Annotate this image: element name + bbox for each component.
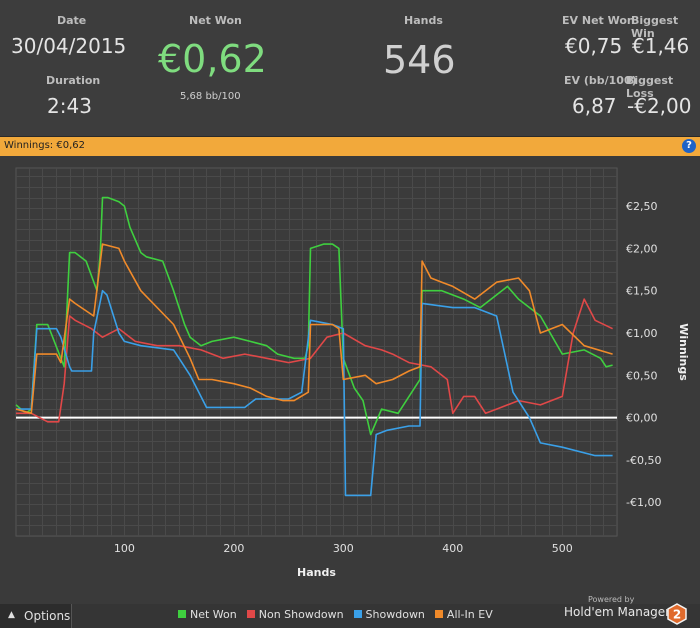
y-tick-label: €2,50	[626, 200, 658, 213]
series-line-all-in-ev	[15, 243, 613, 415]
y-tick-label: €2,00	[626, 242, 658, 255]
legend-item[interactable]: Net Won	[178, 608, 237, 621]
ev-net-won-value: €0,75	[565, 34, 623, 58]
net-won-label: Net Won	[189, 14, 242, 27]
biggest-loss-label: Biggest Loss	[626, 74, 674, 100]
legend-swatch	[434, 610, 443, 618]
hm2-logo-icon: 2	[667, 603, 687, 625]
hm2-logo-text: 2	[673, 608, 681, 622]
ev-net-won-label: EV Net Won	[562, 14, 635, 27]
x-tick-label: 500	[552, 542, 573, 555]
biggest-loss-value: -€2,00	[627, 94, 692, 118]
series-line-net-won	[15, 196, 613, 436]
biggest-win-value: €1,46	[632, 34, 690, 58]
duration-label: Duration	[46, 74, 101, 87]
options-label: Options	[24, 609, 71, 623]
duration-value: 2:43	[47, 94, 92, 118]
legend-item[interactable]: Showdown	[353, 608, 425, 621]
options-button[interactable]: ▲ Options	[0, 604, 72, 628]
y-axis-label: Winnings	[677, 323, 690, 381]
y-tick-label: -€0,50	[626, 454, 661, 467]
hands-label: Hands	[404, 14, 443, 27]
legend-label: Showdown	[365, 608, 425, 621]
x-tick-label: 400	[442, 542, 463, 555]
legend-label: Net Won	[190, 608, 237, 621]
series-line-showdown	[16, 289, 613, 497]
legend-swatch	[353, 610, 362, 618]
legend-label: Non Showdown	[258, 608, 344, 621]
x-tick-label: 100	[114, 542, 135, 555]
y-tick-label: €0,50	[626, 369, 658, 382]
chart-legend: Net Won Non Showdown Showdown All-In EV	[178, 608, 503, 621]
powered-by-text: Powered by	[588, 595, 635, 604]
stats-panel: Date 30/04/2015 Duration 2:43 Net Won €0…	[0, 0, 700, 137]
winnings-bar: Winnings: €0,62 ?	[0, 137, 700, 156]
series-line-non-showdown	[16, 298, 613, 423]
y-tick-label: -€1,00	[626, 496, 661, 509]
y-tick-label: €1,50	[626, 285, 658, 298]
ev-bb100-label: EV (bb/100)	[564, 74, 637, 87]
hands-value: 546	[383, 38, 456, 82]
winnings-bar-text: Winnings: €0,62	[4, 140, 85, 151]
biggest-win-label: Biggest Win	[631, 14, 679, 40]
legend-item[interactable]: All-In EV	[434, 608, 493, 621]
y-tick-label: €1,00	[626, 327, 658, 340]
date-label: Date	[57, 14, 87, 27]
footer: ▲ Options Net Won Non Showdown Showdown All…	[0, 595, 700, 628]
legend-swatch	[246, 610, 255, 618]
winnings-chart: -€1,00 -€0,50 €0,00 €0,50 €1,00 €1,50 €2,00 €2,…	[15, 167, 690, 579]
legend-label: All-In EV	[446, 608, 493, 621]
x-axis-label: Hands	[297, 566, 336, 579]
y-tick-label: €0,00	[626, 412, 658, 425]
date-value: 30/04/2015	[11, 34, 127, 58]
x-tick-label: 300	[333, 542, 354, 555]
net-won-bb100: 5,68 bb/100	[180, 91, 241, 102]
legend-item[interactable]: Non Showdown	[246, 608, 344, 621]
help-icon[interactable]: ?	[682, 139, 696, 153]
net-won-value: €0,62	[158, 37, 267, 81]
x-tick-label: 200	[223, 542, 244, 555]
legend-swatch	[178, 610, 186, 618]
ev-bb100-value: 6,87	[572, 94, 617, 118]
brand-name: Hold'em Manager	[564, 605, 671, 619]
chart-area: -€1,00 -€0,50 €0,00 €0,50 €1,00 €1,50 €2,00 €2,…	[0, 156, 700, 604]
triangle-up-icon: ▲	[8, 610, 15, 620]
